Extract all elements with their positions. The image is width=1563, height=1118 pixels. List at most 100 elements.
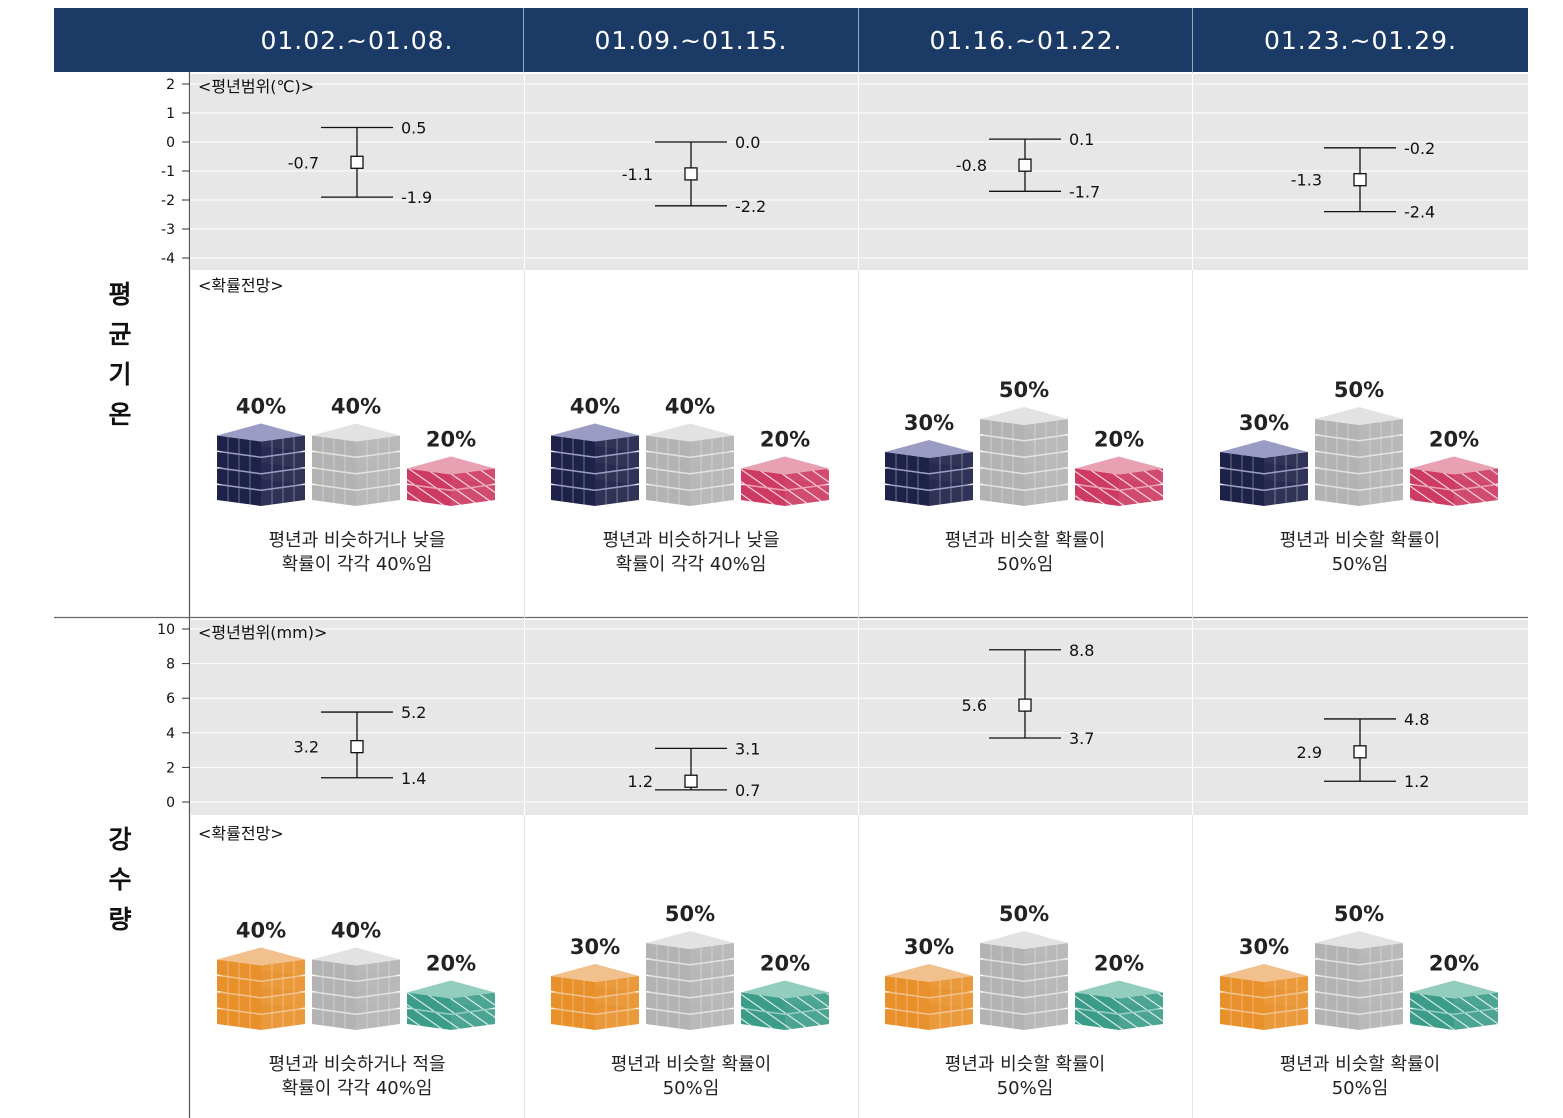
block-slab-left bbox=[1315, 943, 1359, 964]
header-divider bbox=[523, 8, 524, 72]
y-tick-label: -1 bbox=[161, 164, 175, 180]
normal-probability-label: 40% bbox=[331, 919, 381, 943]
block-slab-right bbox=[595, 992, 639, 1014]
block-slab-left bbox=[1220, 1009, 1264, 1030]
probability-description: 평년과 비슷할 확률이 bbox=[1280, 1054, 1440, 1075]
above-probability-label: 20% bbox=[1429, 428, 1479, 452]
block-slab-right bbox=[356, 485, 400, 506]
block-slab-right bbox=[356, 1009, 400, 1030]
block-slab-right bbox=[1024, 419, 1068, 440]
error-bar-mid-marker bbox=[350, 739, 364, 754]
below-probability-label: 30% bbox=[570, 935, 620, 959]
section-label-char: 량 bbox=[108, 905, 132, 934]
normal-block bbox=[646, 423, 734, 506]
block-slab-right bbox=[1024, 435, 1068, 457]
below-normal-block bbox=[885, 964, 973, 1030]
block-top-cap bbox=[885, 964, 973, 982]
y-tick-label: 10 bbox=[157, 622, 175, 638]
block-slab-left bbox=[980, 435, 1024, 457]
block-slab-right bbox=[261, 959, 305, 981]
block-slab-right bbox=[1024, 976, 1068, 997]
normal-block bbox=[646, 931, 734, 1030]
block-slab-left bbox=[312, 435, 356, 457]
block-slab-left bbox=[980, 976, 1024, 997]
probability-description: 확률이 각각 40%임 bbox=[616, 554, 767, 575]
above-normal-block bbox=[1410, 980, 1498, 1030]
normal-block bbox=[312, 423, 400, 506]
block-slab-right bbox=[356, 992, 400, 1014]
block-top-cap bbox=[312, 947, 400, 966]
y-tick-label: 0 bbox=[166, 135, 175, 151]
y-tick-label: 2 bbox=[166, 77, 175, 93]
above-normal-block bbox=[407, 980, 495, 1030]
block-slab-right bbox=[1359, 485, 1403, 506]
block-top-cap bbox=[646, 931, 734, 949]
block-slab-left bbox=[741, 992, 785, 1014]
normal-block bbox=[980, 931, 1068, 1030]
block-slab-left bbox=[885, 452, 929, 473]
block-slab-left bbox=[980, 1009, 1024, 1030]
block-slab-right bbox=[451, 1009, 495, 1030]
block-slab-right bbox=[1359, 959, 1403, 981]
block-slab-left bbox=[646, 1009, 690, 1030]
block-slab-left bbox=[1315, 485, 1359, 506]
probability-description: 50%임 bbox=[997, 1078, 1054, 1099]
block-slab-right bbox=[261, 1009, 305, 1030]
block-slab-right bbox=[1024, 485, 1068, 506]
section-label-char: 균 bbox=[108, 320, 132, 349]
high-value-label: 4.8 bbox=[1404, 710, 1429, 729]
block-slab-right bbox=[261, 992, 305, 1014]
mid-value-label: -0.8 bbox=[956, 156, 987, 175]
block-slab-right bbox=[595, 452, 639, 473]
block-slab-right bbox=[690, 452, 734, 473]
low-value-label: -1.7 bbox=[1069, 182, 1100, 201]
period-header-2: 01.09.~01.15. bbox=[594, 25, 788, 55]
probability-description: 평년과 비슷하거나 낮을 bbox=[268, 530, 445, 551]
below-probability-label: 30% bbox=[1239, 935, 1289, 959]
block-slab-right bbox=[690, 485, 734, 506]
block-top-cap bbox=[551, 964, 639, 982]
block-top-cap bbox=[312, 423, 400, 442]
block-top-cap bbox=[1315, 407, 1403, 425]
block-slab-right bbox=[1119, 1009, 1163, 1030]
block-slab-left bbox=[885, 485, 929, 506]
block-slab-left bbox=[407, 468, 451, 490]
block-slab-right bbox=[690, 992, 734, 1014]
block-top-cap bbox=[980, 931, 1068, 949]
above-probability-label: 20% bbox=[760, 428, 810, 452]
block-top-cap bbox=[980, 407, 1068, 425]
block-slab-left bbox=[1410, 1009, 1454, 1030]
block-top-cap bbox=[1075, 456, 1163, 475]
block-slab-left bbox=[741, 468, 785, 490]
block-slab-left bbox=[217, 959, 261, 981]
block-slab-left bbox=[312, 485, 356, 506]
section-label-char: 강 bbox=[108, 825, 132, 854]
block-slab-left bbox=[217, 452, 261, 473]
probability-description: 확률이 각각 40%임 bbox=[282, 1078, 433, 1099]
low-value-label: -2.2 bbox=[735, 197, 766, 216]
normal-probability-label: 40% bbox=[665, 395, 715, 419]
block-slab-left bbox=[312, 976, 356, 997]
block-slab-left bbox=[1315, 468, 1359, 490]
normal-probability-label: 50% bbox=[665, 902, 715, 926]
block-slab-right bbox=[690, 976, 734, 997]
high-value-label: -0.2 bbox=[1404, 139, 1435, 158]
section-label-char: 평 bbox=[108, 280, 132, 309]
block-slab-right bbox=[785, 1009, 829, 1030]
below-normal-block bbox=[885, 440, 973, 506]
probability-description: 50%임 bbox=[663, 1078, 720, 1099]
block-slab-left bbox=[551, 452, 595, 473]
block-slab-left bbox=[407, 485, 451, 506]
probability-description: 확률이 각각 40%임 bbox=[282, 554, 433, 575]
header-divider bbox=[1192, 8, 1193, 72]
normal-probability-label: 50% bbox=[999, 378, 1049, 402]
block-slab-right bbox=[356, 435, 400, 457]
block-slab-left bbox=[885, 976, 929, 997]
block-slab-right bbox=[1264, 992, 1308, 1014]
block-slab-left bbox=[646, 435, 690, 457]
block-slab-left bbox=[1315, 435, 1359, 457]
block-slab-right bbox=[1024, 1009, 1068, 1030]
block-slab-left bbox=[312, 992, 356, 1014]
precipitation-probability-label: <확률전망> bbox=[198, 824, 284, 843]
